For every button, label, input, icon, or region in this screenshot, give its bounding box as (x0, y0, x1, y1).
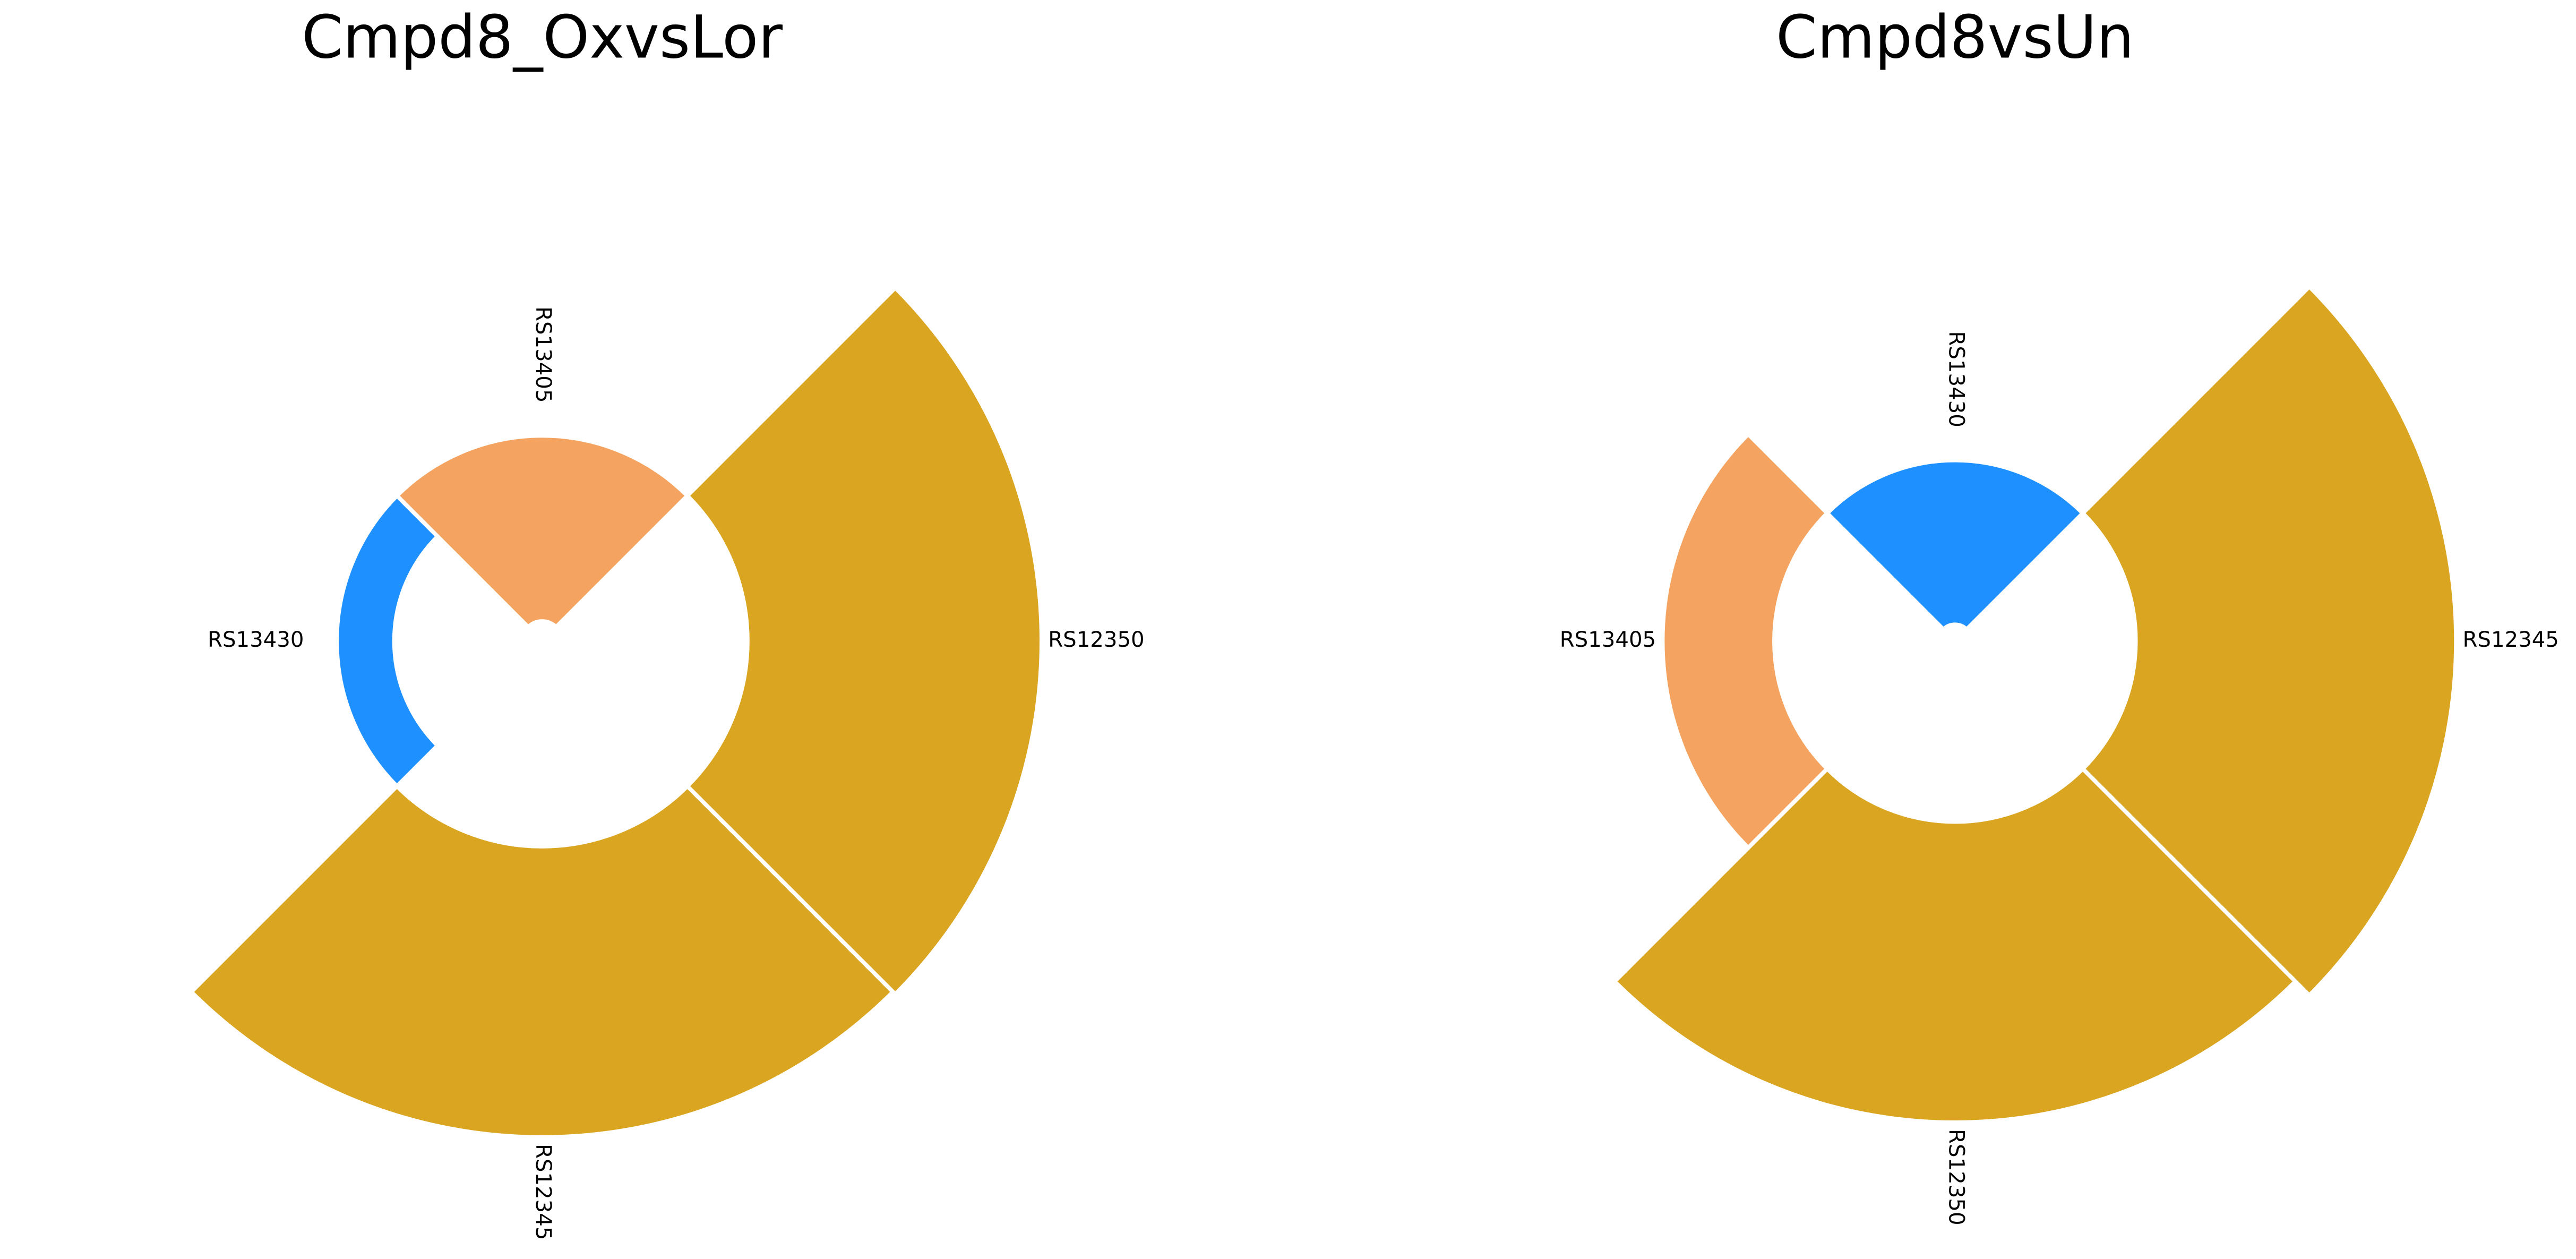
bar (684, 285, 1044, 997)
category-label: RS12350 (1048, 628, 1144, 652)
category-label: RS13405 (1560, 628, 1656, 652)
category-label: RS12345 (531, 1144, 555, 1240)
chart-title: Cmpd8_OxvsLor (302, 3, 783, 72)
bar (334, 493, 441, 790)
chart-title: Cmpd8vsUn (1776, 3, 2134, 72)
category-label: RS13430 (208, 628, 304, 652)
bar (1824, 458, 2086, 632)
category-label: RS13430 (1944, 331, 1968, 427)
category-label: RS12350 (1944, 1129, 1968, 1225)
bar (1660, 431, 1831, 851)
bar (1611, 766, 2298, 1125)
category-label: RS12345 (2462, 628, 2558, 652)
bar (394, 433, 691, 630)
bar (2080, 284, 2458, 998)
bar (188, 783, 896, 1140)
category-label: RS13405 (531, 306, 555, 402)
